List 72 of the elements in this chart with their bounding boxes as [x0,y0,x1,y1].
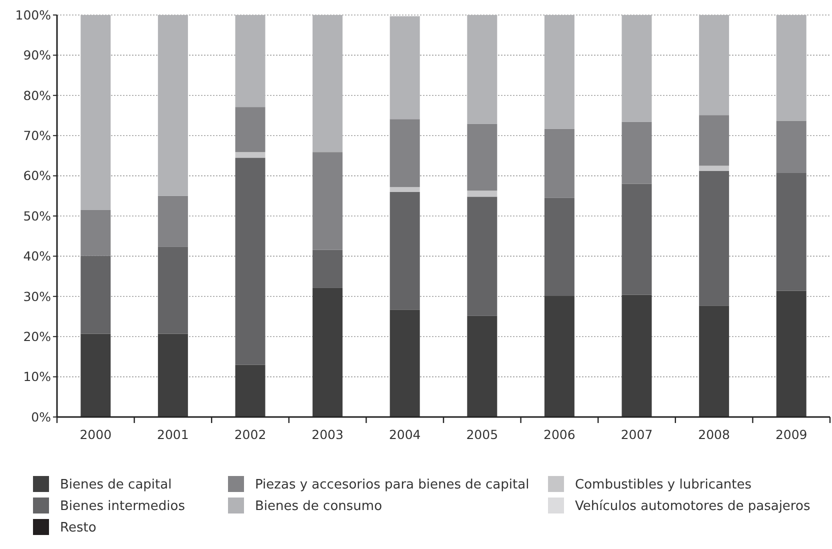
x-tick-label: 2004 [388,427,421,442]
bar [312,250,343,288]
bar [158,15,188,196]
bar [467,316,498,417]
bar [80,334,111,417]
bar [235,15,266,108]
bar [776,290,806,417]
bar [699,166,730,171]
x-tick-label: 2007 [620,427,653,442]
bar [699,15,730,116]
legend-label: Combustibles y lubricantes [575,478,752,493]
bar [235,158,266,365]
y-tick-label: 100% [15,7,52,22]
bar [390,119,420,188]
y-tick-label: 80% [23,88,52,103]
x-tick-label: 2006 [544,427,576,442]
bar [158,334,188,417]
bar [544,128,574,198]
bar [622,184,652,295]
bar [312,288,343,417]
bar [776,172,806,291]
y-tick-label: 60% [23,168,52,184]
legend-label: Bienes de consumo [255,499,382,514]
y-tick-label: 70% [23,128,52,143]
bar [390,16,420,120]
bar [467,190,498,197]
legend-label: Resto [60,520,96,536]
x-tick-label: 2009 [775,427,808,442]
bar [80,210,111,256]
legend-label: Vehículos automotores de pasajeros [575,499,810,514]
y-tick-label: 40% [23,248,52,264]
bar [776,15,806,121]
y-tick-label: 30% [23,288,52,304]
bar [467,196,498,316]
bar [622,294,652,417]
bar [699,115,730,166]
legend-label: Bienes de capital [60,478,172,493]
legend-label: Bienes intermedios [60,499,186,514]
bar [622,122,652,184]
y-tick-label: 90% [23,48,52,63]
bar [699,306,730,417]
bar [390,310,420,417]
bar [467,15,498,124]
bar [776,120,806,173]
bar [235,107,266,152]
x-tick-label: 2003 [312,427,344,442]
bar [544,15,574,129]
bar [390,192,420,310]
x-tick-label: 2005 [466,427,498,442]
bar [544,198,574,296]
bar [622,15,652,122]
x-tick-label: 2008 [698,427,730,442]
y-tick-label: 0% [31,409,52,424]
bar [390,187,420,192]
bar [235,364,266,417]
x-tick-label: 2001 [157,427,189,442]
bar [544,296,574,417]
x-tick-label: 2000 [80,427,112,442]
x-tick-label: 2002 [234,427,266,442]
bar [158,196,188,247]
bar [235,152,266,158]
bar [699,170,730,306]
bar [312,15,343,152]
bar [80,15,111,210]
legend-label: Piezas y accesorios para bienes de capital [255,478,530,493]
y-tick-label: 10% [23,369,52,384]
bar [158,246,188,334]
y-tick-label: 20% [23,328,52,344]
bar [80,256,111,334]
bar [312,152,343,250]
y-tick-label: 50% [23,208,52,224]
bar [467,124,498,191]
